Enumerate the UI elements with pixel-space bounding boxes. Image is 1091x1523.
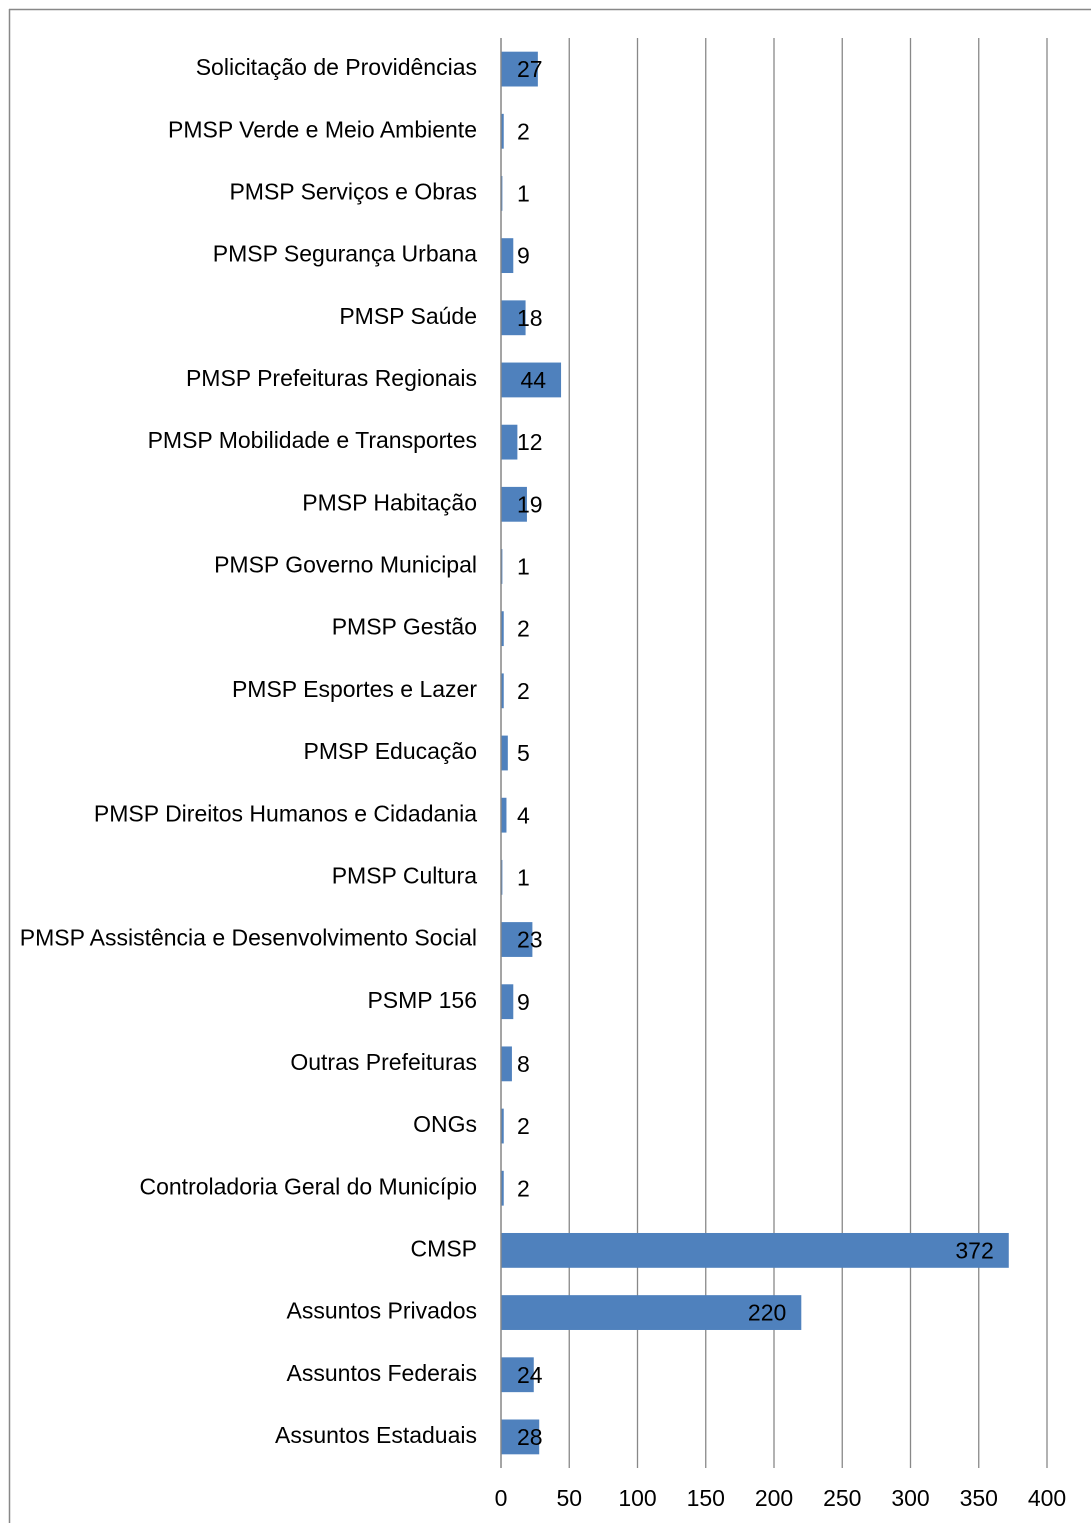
bar (501, 1232, 1009, 1268)
category-label: Controladoria Geral do Município (139, 1173, 477, 1199)
category-label: ONGs (413, 1111, 477, 1137)
bar (501, 922, 533, 957)
data-label: 1 (517, 864, 530, 890)
bar (501, 984, 514, 1020)
category-label: CMSP (411, 1235, 477, 1261)
data-label: 1 (517, 554, 530, 580)
x-tick-label: 150 (687, 1485, 725, 1511)
data-label: 4 (517, 802, 530, 828)
data-label: 2 (517, 678, 530, 704)
data-label: 23 (517, 927, 543, 953)
x-tick-label: 200 (755, 1485, 793, 1511)
bar (501, 300, 526, 336)
x-tick-label: 100 (618, 1485, 656, 1511)
bar (501, 113, 504, 149)
category-label: Assuntos Estaduais (275, 1422, 477, 1448)
data-label: 5 (517, 740, 530, 766)
data-label: 9 (517, 989, 530, 1015)
category-label: PMSP Cultura (332, 862, 478, 888)
x-tick-label: 350 (960, 1485, 998, 1511)
category-label: PMSP Mobilidade e Transportes (148, 427, 477, 453)
category-label: PMSP Assistência e Desenvolvimento Socia… (20, 925, 477, 951)
bar (501, 549, 503, 584)
data-label: 28 (517, 1424, 543, 1450)
category-label: PMSP Gestão (332, 614, 477, 640)
bar (501, 238, 514, 274)
bar (501, 797, 507, 833)
bar (501, 362, 562, 398)
bar (501, 176, 503, 211)
category-label: PMSP Segurança Urbana (213, 241, 477, 267)
bar (501, 424, 518, 460)
data-label: 19 (517, 491, 543, 517)
category-label: Solicitação de Providências (196, 54, 477, 80)
x-tick-label: 50 (556, 1485, 582, 1511)
category-label: PMSP Serviços e Obras (229, 179, 477, 205)
bar (501, 1357, 534, 1393)
x-tick-label: 0 (495, 1485, 508, 1511)
data-label: 2 (517, 1113, 530, 1139)
data-label: 18 (517, 305, 543, 331)
bar (501, 1295, 802, 1330)
x-tick-label: 250 (823, 1485, 861, 1511)
bar (501, 1419, 540, 1455)
bar (501, 1108, 504, 1144)
bar (501, 486, 527, 522)
category-label: PMSP Verde e Meio Ambiente (168, 116, 477, 142)
data-label: 1 (517, 181, 530, 207)
bar (501, 859, 503, 895)
data-label: 44 (520, 367, 546, 393)
bar (501, 673, 504, 709)
category-label: PMSP Habitação (302, 489, 477, 515)
data-label: 9 (517, 243, 530, 269)
x-tick-label: 300 (891, 1485, 929, 1511)
data-label: 12 (517, 429, 543, 455)
category-label: PMSP Saúde (339, 303, 477, 329)
bar (501, 1046, 512, 1082)
bar (501, 611, 504, 647)
data-label: 24 (517, 1362, 543, 1388)
category-label: PSMP 156 (367, 987, 477, 1013)
category-label: PMSP Direitos Humanos e Cidadania (94, 800, 477, 826)
data-label: 220 (748, 1300, 786, 1326)
category-label: Assuntos Federais (287, 1360, 477, 1386)
category-label: Assuntos Privados (287, 1298, 477, 1324)
category-label: PMSP Prefeituras Regionais (186, 365, 477, 391)
data-label: 27 (517, 56, 543, 82)
x-tick-label: 400 (1028, 1485, 1066, 1511)
category-label: PMSP Educação (304, 738, 477, 764)
category-label: PMSP Governo Municipal (214, 552, 477, 578)
data-label: 8 (517, 1051, 530, 1077)
category-label: Outras Prefeituras (290, 1049, 477, 1075)
data-label: 2 (517, 118, 530, 144)
category-label: PMSP Esportes e Lazer (232, 676, 477, 702)
data-label: 372 (955, 1237, 993, 1263)
bar (501, 51, 538, 87)
bar (501, 735, 508, 771)
data-label: 2 (517, 616, 530, 642)
data-label: 2 (517, 1175, 530, 1201)
bar (501, 1170, 504, 1206)
